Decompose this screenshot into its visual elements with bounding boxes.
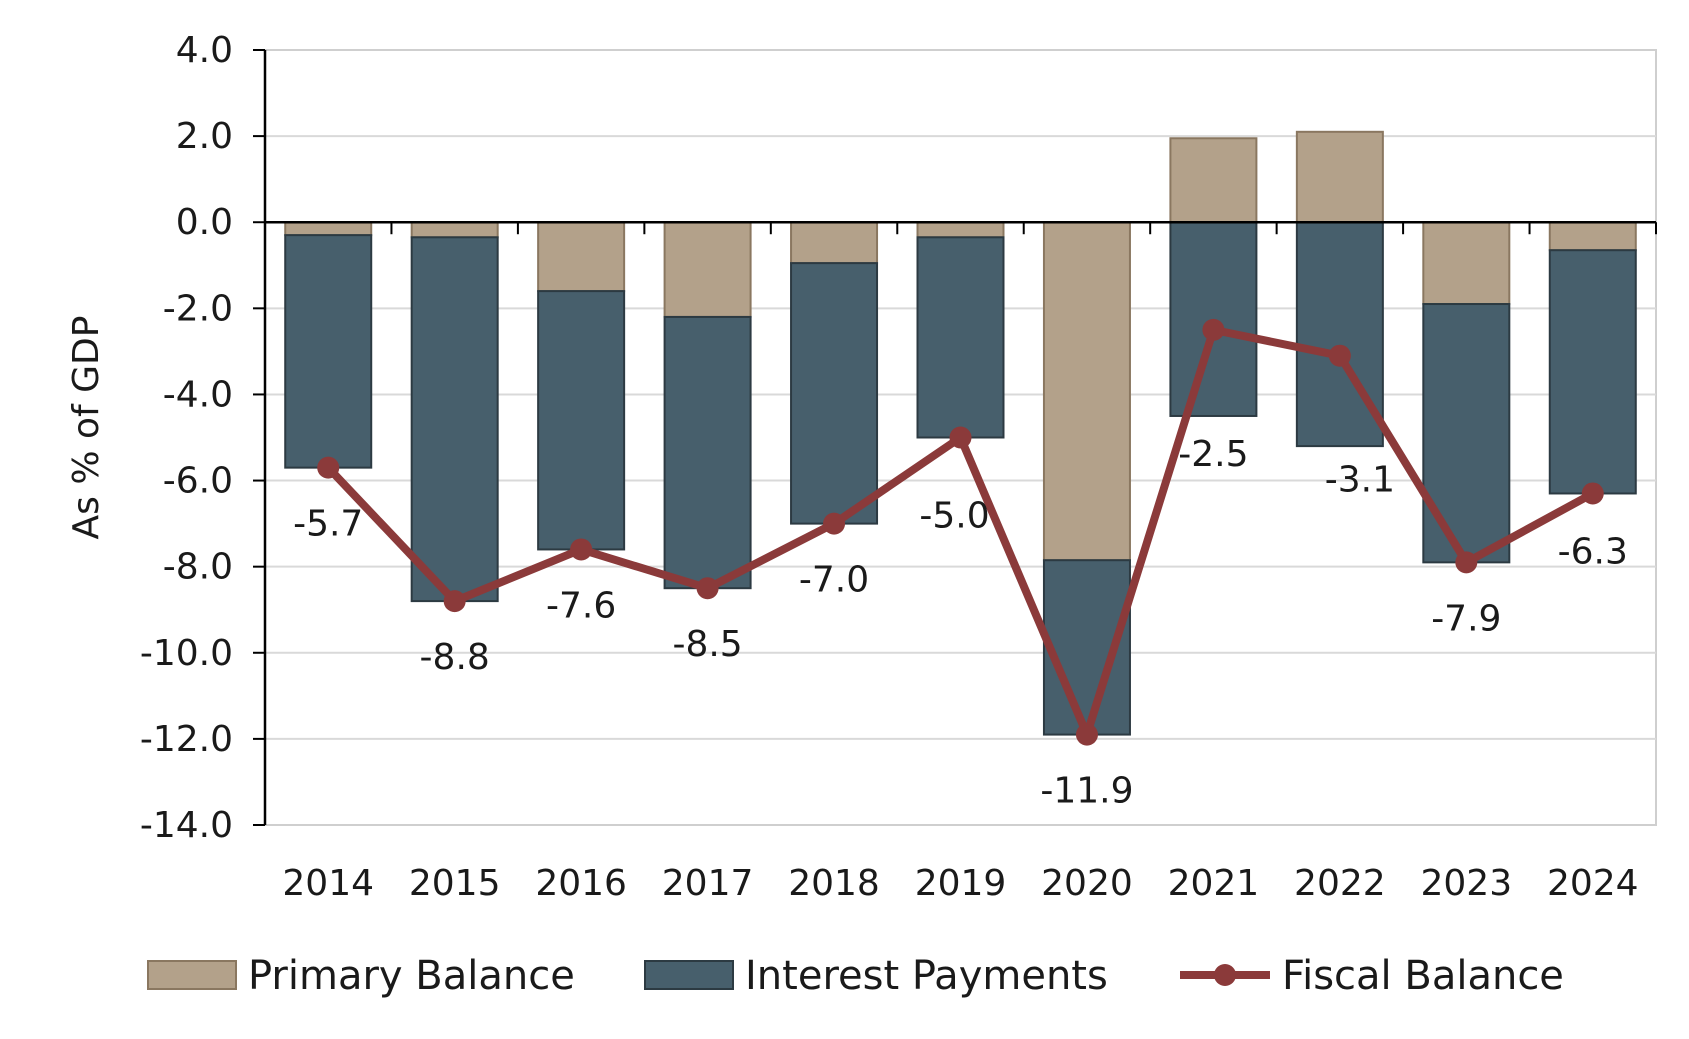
data-label-fiscal-balance-2021: -2.5 — [1178, 434, 1248, 475]
fiscal-balance-point-2017 — [696, 577, 719, 600]
data-label-fiscal-balance-2016: -7.6 — [546, 585, 616, 626]
bar-primary-balance-2015 — [410, 221, 499, 239]
bar-primary-balance-2022 — [1295, 130, 1384, 224]
legend-label-primary-balance: Primary Balance — [248, 953, 575, 999]
bar-primary-balance-2024 — [1548, 221, 1637, 252]
x-tick-label-2019: 2019 — [915, 863, 1007, 904]
fiscal-balance-point-2016 — [570, 538, 593, 561]
x-tick-label-2020: 2020 — [1041, 863, 1133, 904]
fiscal-balance-point-2022 — [1328, 344, 1351, 367]
bar-interest-payments-2015 — [410, 236, 499, 603]
y-tick-label: -10.0 — [140, 633, 233, 674]
x-tick-label-2015: 2015 — [409, 863, 501, 904]
x-tick-label-2016: 2016 — [535, 863, 627, 904]
x-tick-label-2023: 2023 — [1421, 863, 1513, 904]
legend-label-fiscal-balance: Fiscal Balance — [1282, 953, 1564, 999]
bar-primary-balance-2016 — [537, 221, 626, 293]
bar-interest-payments-2017 — [663, 315, 752, 590]
y-tick-label: 2.0 — [176, 116, 233, 157]
bar-interest-payments-2024 — [1548, 249, 1637, 495]
x-tick-label-2022: 2022 — [1294, 863, 1386, 904]
data-labels: -5.7 -8.8 -7.6 -8.5 -7.0 -5.0 -11.9 -2.5 -3.1 -7.… — [293, 434, 1628, 812]
legend-swatch-fiscal-balance-marker — [1214, 964, 1236, 986]
bar-interest-payments-2014 — [284, 234, 373, 469]
legend-swatch-primary-balance — [147, 960, 237, 990]
axes: 4.0 2.0 0.0 -2.0 -4.0 -6.0 -8.0 -10.0 -12.0 -14.0… — [140, 30, 1657, 904]
data-label-fiscal-balance-2024: -6.3 — [1558, 531, 1628, 572]
bar-interest-payments-2016 — [537, 290, 626, 551]
y-tick-label: 4.0 — [176, 30, 233, 71]
y-tick-label: 0.0 — [176, 202, 233, 243]
bar-interest-payments-2023 — [1422, 303, 1511, 564]
fiscal-balance-point-2020 — [1075, 723, 1098, 746]
fiscal-balance-point-2014 — [317, 456, 340, 479]
y-tick-label: -8.0 — [163, 547, 233, 588]
data-label-fiscal-balance-2020: -11.9 — [1040, 771, 1133, 812]
bar-primary-balance-2017 — [663, 221, 752, 318]
bar-interest-payments-2019 — [916, 236, 1005, 439]
fiscal-balance-point-2021 — [1202, 318, 1225, 341]
fiscal-balance-point-2023 — [1455, 551, 1478, 574]
x-tick-label-2024: 2024 — [1547, 863, 1639, 904]
bar-primary-balance-2023 — [1422, 221, 1511, 306]
fiscal-balance-point-2015 — [443, 590, 466, 613]
y-axis-title: As % of GDP — [66, 316, 107, 540]
y-tick-label: -2.0 — [163, 288, 233, 329]
bar-primary-balance-2021 — [1169, 137, 1258, 224]
x-tick-label-2021: 2021 — [1168, 863, 1260, 904]
legend-label-interest-payments: Interest Payments — [745, 953, 1108, 999]
data-label-fiscal-balance-2022: -3.1 — [1325, 460, 1395, 501]
data-label-fiscal-balance-2019: -5.0 — [919, 496, 989, 537]
bar-primary-balance-2014 — [284, 221, 373, 237]
legend: Primary Balance Interest Payments Fiscal B… — [147, 953, 1564, 999]
y-tick-label: -12.0 — [140, 719, 233, 760]
bar-primary-balance-2019 — [916, 221, 1005, 239]
data-label-fiscal-balance-2017: -8.5 — [672, 624, 742, 665]
data-label-fiscal-balance-2018: -7.0 — [799, 560, 869, 601]
y-tick-label: -14.0 — [140, 805, 233, 846]
legend-swatch-interest-payments — [644, 960, 734, 990]
x-tick-label-2017: 2017 — [662, 863, 754, 904]
y-tick-label: -4.0 — [163, 374, 233, 415]
fiscal-balance-point-2024 — [1581, 482, 1604, 505]
fiscal-balance-point-2019 — [949, 426, 972, 449]
bar-primary-balance-2018 — [790, 221, 879, 265]
x-tick-label-2018: 2018 — [788, 863, 880, 904]
bar-interest-payments-2018 — [790, 262, 879, 525]
bar-primary-balance-2020 — [1042, 221, 1131, 562]
fiscal-balance-point-2018 — [823, 512, 846, 535]
data-label-fiscal-balance-2023: -7.9 — [1431, 598, 1501, 639]
data-label-fiscal-balance-2014: -5.7 — [293, 504, 363, 545]
x-tick-label-2014: 2014 — [282, 863, 374, 904]
data-label-fiscal-balance-2015: -8.8 — [420, 637, 490, 678]
y-tick-label: -6.0 — [163, 461, 233, 502]
fiscal-balance-line — [317, 318, 1604, 746]
